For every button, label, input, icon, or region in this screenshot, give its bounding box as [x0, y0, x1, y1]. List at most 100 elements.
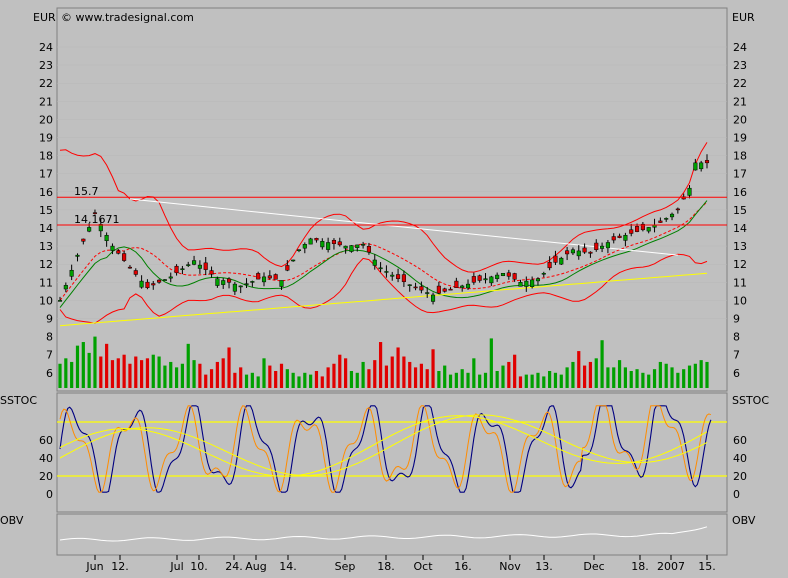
candle-body [687, 187, 692, 196]
candle-body [378, 267, 383, 270]
candle-body [151, 283, 156, 286]
candle-body [430, 294, 436, 302]
candle-body [407, 284, 412, 286]
grid-lines [57, 46, 727, 319]
candle-body [302, 244, 307, 249]
volume-bar [635, 369, 639, 388]
volume-bar [279, 363, 284, 388]
x-axis: Jun 12. Jul 10. 24. Aug 14. Sep 18. Oct 16. Nov 13. D… [85, 555, 716, 573]
candle-body [203, 262, 208, 270]
candle-body [436, 285, 441, 294]
candle-body [372, 259, 377, 266]
price-tick-right: 22 [733, 77, 747, 90]
candle-body [512, 273, 517, 280]
volume-bar [157, 356, 161, 388]
candle-body [594, 242, 599, 250]
candle-body [139, 280, 144, 288]
volume-bar [250, 372, 254, 388]
candle-body [104, 234, 109, 241]
price-tick-right: 6 [733, 367, 740, 380]
candle-body [285, 265, 290, 271]
candle-body [588, 251, 593, 254]
price-tick-right: 20 [733, 113, 747, 126]
volume-bar [244, 374, 249, 388]
volume-bar [239, 367, 243, 388]
volume-bar [140, 360, 144, 388]
volume-bar [338, 354, 342, 388]
ssto-tick-right: 40 [733, 452, 747, 465]
volume-bar [495, 370, 499, 388]
x-tick-label: Jun [85, 560, 103, 573]
candle-body [401, 274, 406, 282]
candle-body [675, 208, 680, 211]
price-tick-right: 21 [733, 95, 747, 108]
volume-bar [402, 356, 406, 388]
volume-bar [332, 363, 336, 388]
volume-bar [705, 361, 709, 388]
volume-bar [373, 360, 377, 388]
volume-bar [151, 354, 155, 388]
candle-body [576, 250, 581, 257]
price-tick-left: 6 [46, 367, 53, 380]
price-tick-right: 10 [733, 294, 747, 307]
moving-average-slow-line [59, 272, 708, 327]
volume-bar [419, 363, 423, 388]
volume-bar [577, 351, 581, 388]
candle-body [331, 239, 337, 244]
ssto-tick-left: 60 [39, 434, 53, 447]
volume-bar [227, 347, 231, 388]
x-tick-label: 16. [454, 560, 472, 573]
volume-bar [489, 338, 493, 388]
price-tick-left: 19 [39, 132, 53, 145]
price-tick-right: 8 [733, 331, 740, 344]
candle-body [279, 280, 284, 287]
candle-body [600, 245, 605, 249]
price-tick-left: 18 [39, 150, 53, 163]
candle-body [256, 273, 261, 280]
volume-bar [530, 374, 534, 388]
candle-body [535, 278, 541, 282]
volume-bar [408, 361, 412, 388]
obv-line [59, 526, 708, 542]
volume-bar [262, 358, 266, 388]
candle-body [122, 253, 127, 261]
candle-body [664, 218, 669, 220]
price-tick-left: 14 [39, 222, 53, 235]
candle-body [162, 279, 167, 281]
volume-bar [268, 365, 272, 388]
candle-body [320, 241, 325, 248]
ssto-signal-line [59, 414, 708, 476]
volume-bar [478, 374, 482, 388]
volume-bar [297, 376, 301, 388]
ssto-tick-left: 20 [39, 470, 53, 483]
candle-body [640, 223, 645, 231]
horizontal-line-label: 14.1671 [74, 213, 120, 226]
candle-body [186, 264, 191, 266]
candle-body [127, 266, 132, 269]
candle-body [699, 162, 704, 170]
price-tick-right: 15 [733, 204, 747, 217]
x-tick-label: 14. [279, 560, 297, 573]
candle-body [326, 242, 331, 250]
candle-body [63, 285, 68, 290]
price-tick-left: 10 [39, 294, 53, 307]
candle-body [524, 280, 529, 287]
price-tick-right: 17 [733, 168, 747, 181]
price-overlays [59, 142, 708, 327]
volume-bar [682, 369, 686, 388]
candle-body [69, 269, 74, 277]
volume-bar [58, 363, 62, 388]
x-tick-label: Oct [413, 560, 433, 573]
candle-body [489, 276, 494, 284]
volume-bar [454, 372, 458, 388]
price-tick-left: 13 [39, 240, 53, 253]
volume-bar [233, 372, 237, 388]
volume-bar [536, 372, 540, 388]
volume-bar [320, 376, 324, 388]
volume-bar [460, 369, 464, 388]
volume-bar [70, 361, 74, 388]
candle-body [565, 250, 570, 255]
candle-body [366, 246, 371, 253]
price-candles [57, 154, 710, 305]
candle-body [390, 274, 395, 277]
